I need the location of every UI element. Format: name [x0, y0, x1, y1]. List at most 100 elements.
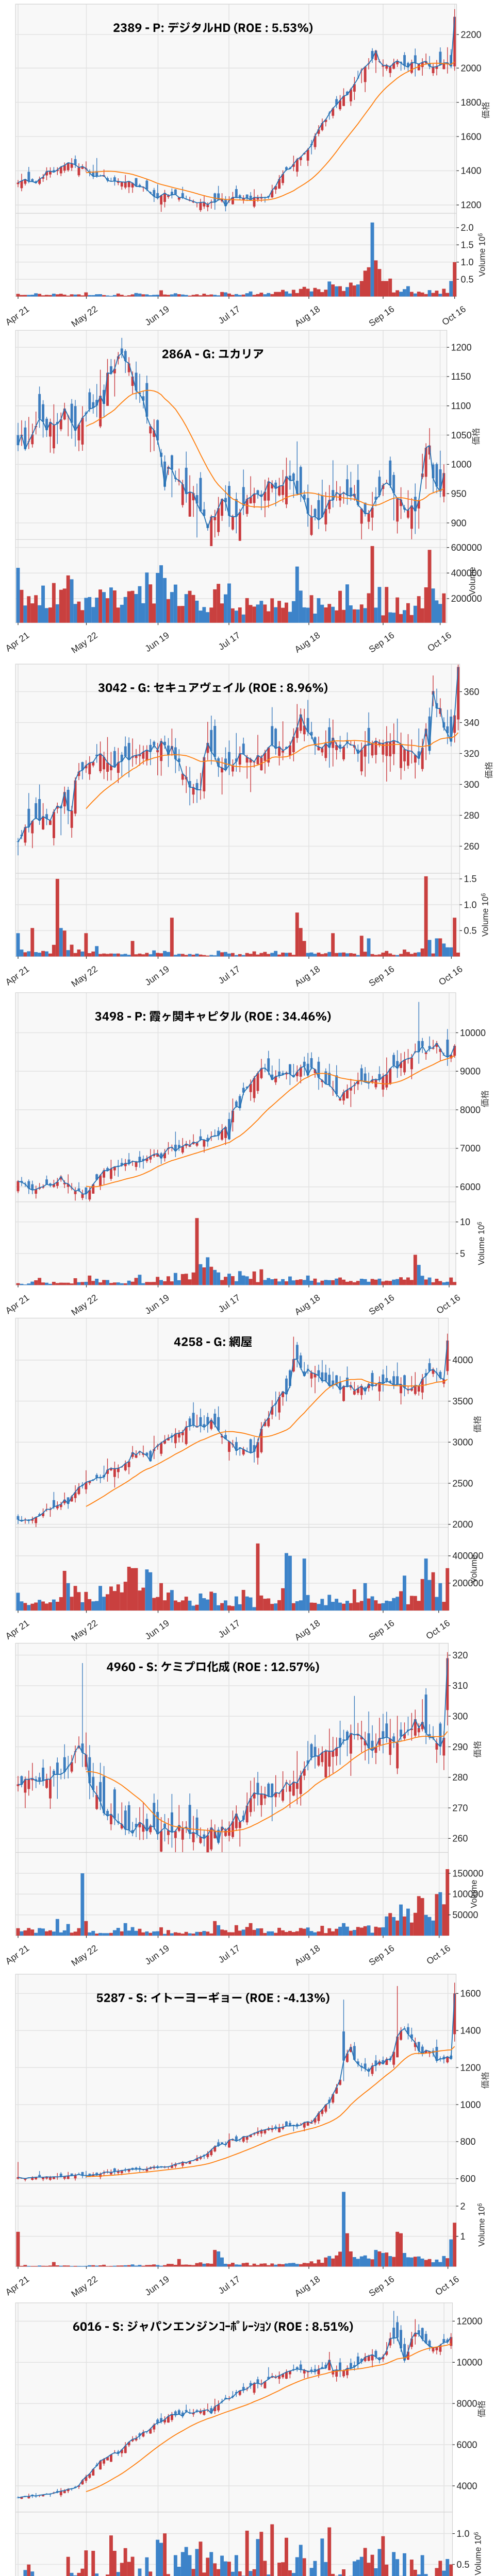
svg-text:Apr 21: Apr 21 [4, 1292, 31, 1316]
svg-text:Jul 17: Jul 17 [217, 1943, 242, 1965]
svg-text:800: 800 [460, 2137, 476, 2147]
svg-text:Jun 19: Jun 19 [143, 1292, 171, 1316]
svg-text:Apr 21: Apr 21 [4, 2274, 31, 2297]
svg-text:8000: 8000 [457, 2399, 477, 2409]
svg-text:Jun 19: Jun 19 [143, 303, 171, 328]
svg-text:Oct 16: Oct 16 [424, 1943, 452, 1967]
svg-text:Volume 106: Volume 106 [478, 233, 487, 277]
svg-text:Aug 18: Aug 18 [292, 1943, 322, 1968]
svg-text:1000: 1000 [460, 2099, 481, 2110]
svg-text:1.0: 1.0 [457, 2529, 470, 2539]
svg-text:May 22: May 22 [69, 630, 99, 655]
svg-text:Jun 19: Jun 19 [143, 2274, 171, 2298]
svg-text:Apr 21: Apr 21 [4, 963, 31, 987]
svg-text:1.5: 1.5 [461, 240, 474, 250]
svg-text:9000: 9000 [460, 1066, 481, 1077]
svg-text:3500: 3500 [452, 1396, 473, 1406]
svg-text:0.5: 0.5 [461, 274, 474, 284]
svg-text:Sep 16: Sep 16 [367, 1292, 396, 1317]
svg-text:200000: 200000 [451, 594, 482, 604]
svg-text:Aug 18: Aug 18 [292, 630, 322, 655]
svg-text:Volume 106: Volume 106 [477, 2203, 487, 2246]
svg-text:10000: 10000 [460, 1028, 486, 1038]
svg-text:300: 300 [452, 1711, 468, 1722]
svg-text:1.0: 1.0 [464, 900, 477, 910]
svg-text:May 22: May 22 [69, 303, 99, 329]
svg-text:1.5: 1.5 [464, 874, 477, 884]
svg-text:Volume 106: Volume 106 [481, 893, 490, 937]
svg-text:Jun 19: Jun 19 [143, 963, 171, 988]
svg-text:4000: 4000 [452, 1355, 473, 1365]
svg-text:400000: 400000 [452, 1551, 483, 1561]
svg-text:320: 320 [452, 1650, 468, 1660]
svg-text:1050: 1050 [451, 430, 472, 440]
svg-text:100000: 100000 [452, 1889, 483, 1900]
svg-text:260: 260 [464, 841, 480, 852]
svg-text:7000: 7000 [460, 1143, 481, 1154]
svg-text:Oct 16: Oct 16 [435, 1292, 463, 1316]
svg-text:Volume 106: Volume 106 [477, 1222, 486, 1265]
svg-text:Sep 16: Sep 16 [367, 963, 396, 988]
svg-text:Apr 21: Apr 21 [4, 303, 31, 327]
svg-text:1.0: 1.0 [461, 257, 474, 267]
svg-text:Oct 16: Oct 16 [425, 630, 453, 654]
svg-text:Sep 16: Sep 16 [367, 303, 396, 328]
svg-text:1800: 1800 [461, 97, 482, 108]
svg-text:280: 280 [464, 810, 480, 821]
svg-text:Oct 16: Oct 16 [424, 1618, 452, 1641]
svg-text:Jun 19: Jun 19 [143, 630, 171, 654]
svg-text:May 22: May 22 [69, 1943, 99, 1968]
svg-text:2: 2 [460, 2201, 466, 2211]
svg-text:2000: 2000 [461, 63, 482, 74]
svg-text:1000: 1000 [451, 460, 472, 470]
svg-text:Aug 18: Aug 18 [292, 2274, 322, 2298]
svg-text:Aug 18: Aug 18 [292, 1618, 322, 1642]
svg-text:Sep 16: Sep 16 [367, 2274, 396, 2298]
svg-text:Volume: Volume [468, 567, 477, 595]
svg-text:Apr 21: Apr 21 [4, 1943, 31, 1967]
svg-text:Aug 18: Aug 18 [292, 303, 322, 328]
svg-text:200000: 200000 [452, 1578, 483, 1588]
svg-text:600: 600 [460, 2174, 476, 2184]
svg-text:1400: 1400 [460, 2026, 481, 2036]
svg-text:900: 900 [451, 518, 467, 528]
svg-text:Jul 17: Jul 17 [217, 1292, 242, 1314]
svg-text:Apr 21: Apr 21 [4, 630, 31, 654]
svg-text:Oct 16: Oct 16 [440, 303, 468, 327]
svg-text:2200: 2200 [461, 29, 482, 40]
svg-text:Sep 16: Sep 16 [367, 630, 396, 655]
svg-text:Sep 16: Sep 16 [367, 1943, 396, 1968]
svg-text:6000: 6000 [460, 1182, 481, 1192]
svg-text:Volume 106: Volume 106 [474, 2532, 483, 2575]
svg-text:Jul 17: Jul 17 [217, 303, 242, 326]
svg-text:May 22: May 22 [69, 2274, 99, 2299]
svg-text:3000: 3000 [452, 1437, 473, 1448]
svg-text:Jun 19: Jun 19 [143, 1943, 171, 1967]
svg-text:Jul 17: Jul 17 [217, 2274, 242, 2296]
svg-text:290: 290 [452, 1742, 468, 1752]
svg-text:310: 310 [452, 1681, 468, 1691]
svg-text:400000: 400000 [451, 568, 482, 579]
svg-text:300: 300 [464, 779, 480, 790]
svg-text:1600: 1600 [461, 131, 482, 142]
svg-text:950: 950 [451, 489, 467, 499]
svg-text:320: 320 [464, 749, 480, 759]
svg-text:280: 280 [452, 1772, 468, 1783]
svg-text:Volume: Volume [469, 1880, 478, 1908]
svg-text:Jul 17: Jul 17 [217, 963, 242, 986]
svg-text:May 22: May 22 [69, 1618, 99, 1643]
svg-text:May 22: May 22 [69, 1292, 99, 1317]
svg-text:Aug 18: Aug 18 [292, 963, 322, 988]
svg-text:2500: 2500 [452, 1478, 473, 1488]
svg-text:340: 340 [464, 718, 480, 728]
svg-text:260: 260 [452, 1834, 468, 1844]
svg-text:10: 10 [460, 1217, 470, 1227]
svg-text:4000: 4000 [457, 2481, 477, 2491]
svg-text:8000: 8000 [460, 1105, 481, 1115]
svg-text:12000: 12000 [457, 2316, 483, 2327]
svg-text:1100: 1100 [451, 401, 471, 411]
svg-text:Jul 17: Jul 17 [217, 1618, 242, 1640]
svg-text:Volume: Volume [469, 1555, 478, 1583]
svg-text:Oct 16: Oct 16 [437, 963, 465, 987]
svg-text:150000: 150000 [452, 1868, 483, 1878]
